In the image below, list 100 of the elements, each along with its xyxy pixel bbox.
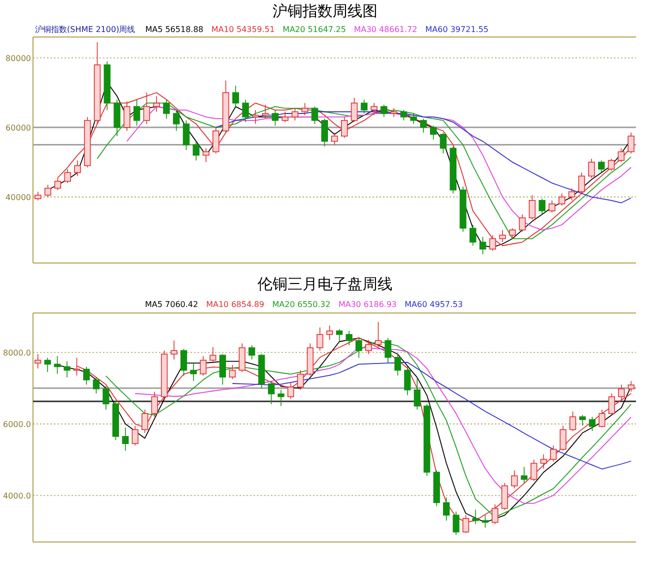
candlestick	[262, 104, 269, 120]
candlestick	[420, 118, 427, 134]
candlestick	[588, 158, 595, 178]
candlestick	[414, 377, 420, 410]
y-tick-label: 60000	[6, 123, 31, 132]
candlestick	[331, 132, 338, 146]
candlestick	[311, 106, 318, 124]
candlestick	[560, 425, 566, 452]
candlestick	[238, 343, 246, 372]
candlestick	[172, 110, 180, 132]
candlestick	[569, 411, 576, 432]
y-tick-label: 80000	[6, 54, 31, 63]
candlestick	[278, 390, 284, 406]
candlestick	[608, 158, 615, 172]
candlestick	[410, 113, 417, 124]
y-tick-label: 6000.0	[3, 420, 31, 429]
candlestick	[538, 198, 546, 215]
candlestick	[272, 110, 279, 126]
candlestick	[170, 340, 178, 360]
candlestick	[548, 200, 556, 213]
candlestick	[530, 459, 538, 482]
candlestick	[44, 184, 52, 198]
candlestick	[287, 382, 294, 400]
candlestick	[102, 386, 110, 410]
candlestick	[384, 338, 392, 364]
candlestick	[64, 360, 70, 378]
candlestick	[550, 444, 557, 462]
chart-title: 伦铜三月电子盘周线	[258, 275, 392, 293]
candlestick	[192, 140, 200, 161]
candlestick	[370, 102, 378, 116]
candlestick	[242, 99, 249, 123]
candlestick	[212, 127, 220, 154]
text: MA5 56518.88	[145, 25, 204, 34]
candlestick	[248, 344, 256, 360]
candlestick	[341, 116, 348, 138]
candlestick	[520, 466, 528, 484]
candlestick	[151, 391, 158, 418]
candlestick	[452, 511, 460, 536]
candlestick	[355, 338, 362, 358]
text: MA30 6186.93	[338, 300, 397, 309]
chart-title: 沪铜指数周线图	[272, 2, 378, 20]
candlestick	[252, 110, 259, 124]
candlestick	[92, 377, 100, 394]
candlestick	[163, 99, 170, 120]
candlestick	[511, 470, 518, 489]
candlestick	[301, 102, 308, 116]
candlestick	[578, 172, 585, 194]
candlestick	[618, 148, 625, 163]
candlestick	[509, 228, 516, 240]
candlestick	[190, 362, 197, 382]
candlestick	[219, 354, 226, 385]
candlestick	[598, 160, 605, 173]
candlestick	[482, 514, 489, 528]
candlestick	[321, 118, 328, 147]
candlestick	[133, 99, 140, 126]
candlestick	[568, 188, 576, 201]
candlestick	[440, 132, 447, 154]
candlestick	[430, 125, 437, 140]
candlestick	[380, 104, 388, 118]
candlestick	[142, 409, 148, 434]
candlestick	[346, 330, 352, 346]
candlestick	[297, 370, 304, 390]
candlestick	[598, 409, 606, 428]
candlestick	[74, 160, 81, 176]
candlestick	[518, 214, 526, 232]
text: MA10 54359.51	[211, 25, 275, 34]
candlestick	[579, 414, 586, 426]
candlestick	[336, 328, 343, 342]
candlestick	[588, 416, 596, 432]
candlestick	[540, 454, 547, 470]
y-tick-label: 4000.0	[3, 491, 31, 500]
candlestick	[132, 425, 138, 446]
text: MA5 7060.42	[145, 300, 198, 309]
candlestick	[229, 364, 236, 380]
candlestick	[182, 120, 190, 150]
text: MA60 39721.55	[425, 25, 489, 34]
candlestick	[394, 354, 402, 376]
y-tick-label: 40000	[6, 192, 31, 202]
candlestick	[499, 230, 506, 243]
candlestick	[472, 509, 479, 525]
candlestick	[350, 97, 358, 123]
candlestick	[124, 100, 130, 132]
y-tick-label: 8000.0	[3, 348, 31, 358]
text: MA20 51647.25	[282, 25, 346, 34]
candlestick	[200, 356, 207, 376]
candlestick	[44, 357, 51, 372]
candlestick	[34, 354, 42, 369]
candlestick	[501, 482, 508, 510]
candlestick	[326, 325, 333, 340]
candlestick	[316, 326, 324, 351]
candlestick	[180, 348, 188, 376]
candlestick	[528, 194, 536, 220]
text: MA30 48661.72	[354, 25, 418, 34]
candlestick	[470, 224, 476, 246]
candlestick	[400, 110, 408, 121]
candlestick	[479, 236, 486, 255]
candlestick	[83, 366, 90, 385]
candlestick	[443, 496, 450, 521]
candlestick	[153, 96, 160, 112]
candlestick	[64, 168, 71, 184]
